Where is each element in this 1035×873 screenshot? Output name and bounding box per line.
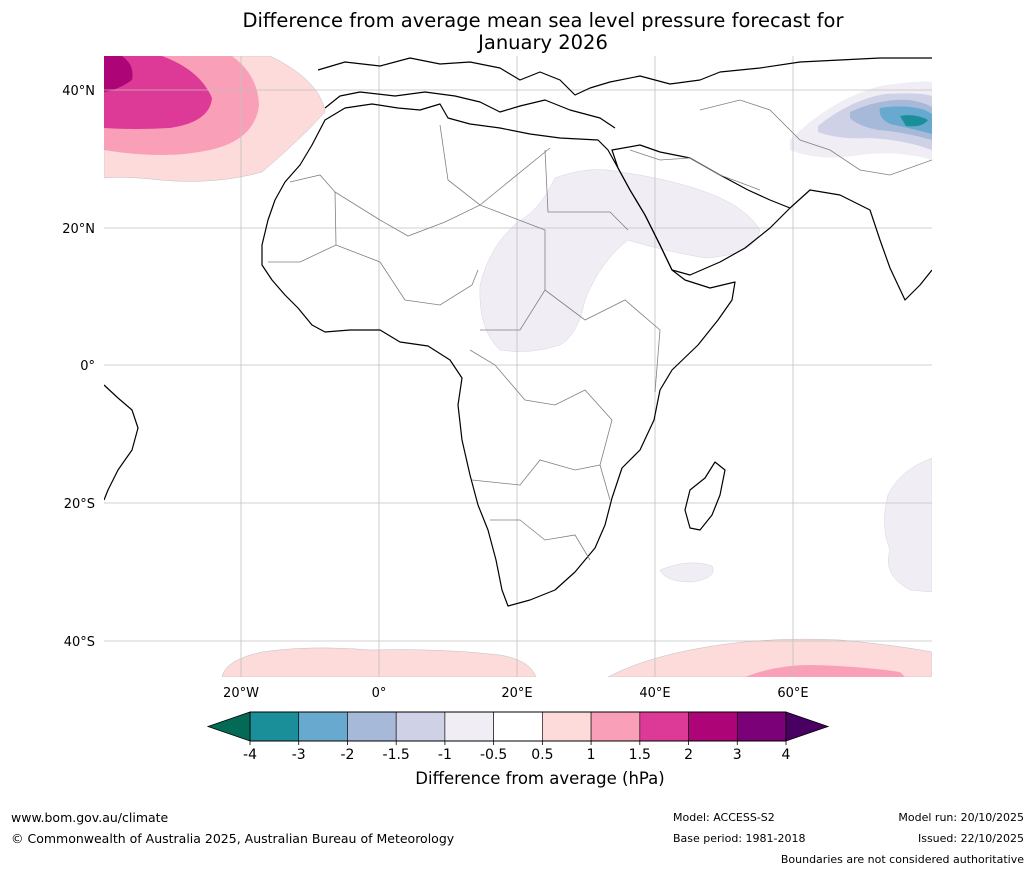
arabia-coastline	[611, 144, 791, 276]
latitude-labels: 40°N 20°N 0° 20°S 40°S	[62, 84, 95, 650]
colorbar-tick-label: -1.5	[383, 747, 410, 763]
colorbar-tick-label: -3	[292, 747, 306, 763]
colorbar-outline	[249, 711, 787, 742]
colorbar-segment	[395, 711, 446, 742]
colorbar-segment	[688, 711, 738, 742]
lat-label-40s: 40°S	[64, 635, 95, 650]
colorbar-tick-label: 2	[684, 747, 693, 763]
lon-label-20e: 20°E	[501, 686, 532, 701]
border-central-africa	[469, 349, 613, 466]
colorbar-extend-high	[785, 711, 830, 742]
colorbar-segment	[249, 711, 300, 742]
graticule	[104, 56, 932, 677]
south-america-coastline	[104, 384, 139, 501]
colorbar-segment	[444, 711, 494, 742]
colorbar-tick-label: 3	[733, 747, 742, 763]
colorbar-extend-low	[206, 711, 251, 742]
lat-label-40n: 40°N	[62, 84, 95, 99]
colorbar-segment	[493, 711, 543, 742]
footer-base-period: Base period: 1981-2018	[673, 832, 806, 845]
colorbar-segment	[298, 711, 348, 742]
south-indian-ocean-anomaly	[884, 457, 932, 593]
longitude-labels: 20°W 0° 20°E 40°E 60°E	[223, 686, 809, 701]
lon-label-0: 0°	[372, 686, 387, 701]
footer-model-run: Model run: 20/10/2025	[898, 811, 1024, 824]
lat-label-20n: 20°N	[62, 222, 95, 237]
colorbar: -4 -3 -2 -1.5 -1 -0.5 0.5 1 1.5 2 3 4	[206, 711, 830, 763]
footer-url: www.bom.gov.au/climate	[11, 810, 169, 825]
mediterranean-north-coast	[324, 91, 616, 129]
colorbar-tick-label: 1	[587, 747, 596, 763]
arabia-sahara-anomaly	[479, 169, 761, 352]
colorbar-tick-label: 1.5	[629, 747, 651, 763]
border-middle-east	[629, 149, 761, 191]
border-asia	[699, 99, 932, 176]
border-south-africa	[490, 519, 591, 561]
madagascar-coastline	[684, 461, 726, 531]
colorbar-segment	[639, 711, 689, 742]
footer-disclaimer: Boundaries are not considered authoritat…	[780, 853, 1024, 866]
colorbar-tick-label: -1	[438, 747, 452, 763]
border-sahara-2	[439, 124, 551, 206]
footer-issued: Issued: 22/10/2025	[917, 832, 1024, 845]
colorbar-segment	[590, 711, 641, 742]
border-egypt-sudan	[544, 149, 629, 231]
lat-label-0: 0°	[80, 359, 95, 374]
southern-ocean-anomaly-east-1	[745, 665, 905, 677]
africa-coastline	[261, 103, 736, 607]
colorbar-tick-label: 0.5	[531, 747, 553, 763]
footer-copyright: © Commonwealth of Australia 2025, Austra…	[11, 831, 455, 846]
europe-coastline	[317, 57, 932, 96]
colorbar-tick-label: 4	[782, 747, 791, 763]
lon-label-60e: 60°E	[777, 686, 808, 701]
country-borders	[268, 99, 932, 561]
central-asia-anomaly-3	[900, 115, 928, 127]
border-southern-africa	[471, 459, 611, 501]
colorbar-label: Difference from average (hPa)	[415, 769, 665, 788]
border-west-africa	[268, 174, 337, 263]
colorbar-segment	[542, 711, 592, 742]
map-area	[104, 56, 932, 677]
lon-label-20w: 20°W	[223, 686, 259, 701]
north-atlantic-anomaly-2	[104, 56, 133, 92]
footer-model: Model: ACCESS-S2	[673, 811, 775, 824]
colorbar-tick-label: -0.5	[480, 747, 507, 763]
colorbar-segment	[736, 711, 787, 742]
map-title-line2: January 2026	[478, 31, 608, 54]
coastlines	[104, 57, 932, 607]
border-sahel	[335, 244, 479, 306]
south-indian-ocean-anomaly-2	[659, 562, 714, 583]
colorbar-tick-label: -4	[243, 747, 257, 763]
south-asia-coastline	[789, 189, 932, 301]
lon-label-40e: 40°E	[639, 686, 670, 701]
map-title-line1: Difference from average mean sea level p…	[242, 9, 844, 32]
anomaly-shading	[104, 56, 932, 677]
colorbar-segment	[347, 711, 397, 742]
colorbar-tick-label: -2	[340, 747, 354, 763]
border-east-africa	[544, 289, 661, 393]
map-title: Difference from average mean sea level p…	[0, 10, 1035, 54]
lat-label-20s: 20°S	[64, 497, 95, 512]
